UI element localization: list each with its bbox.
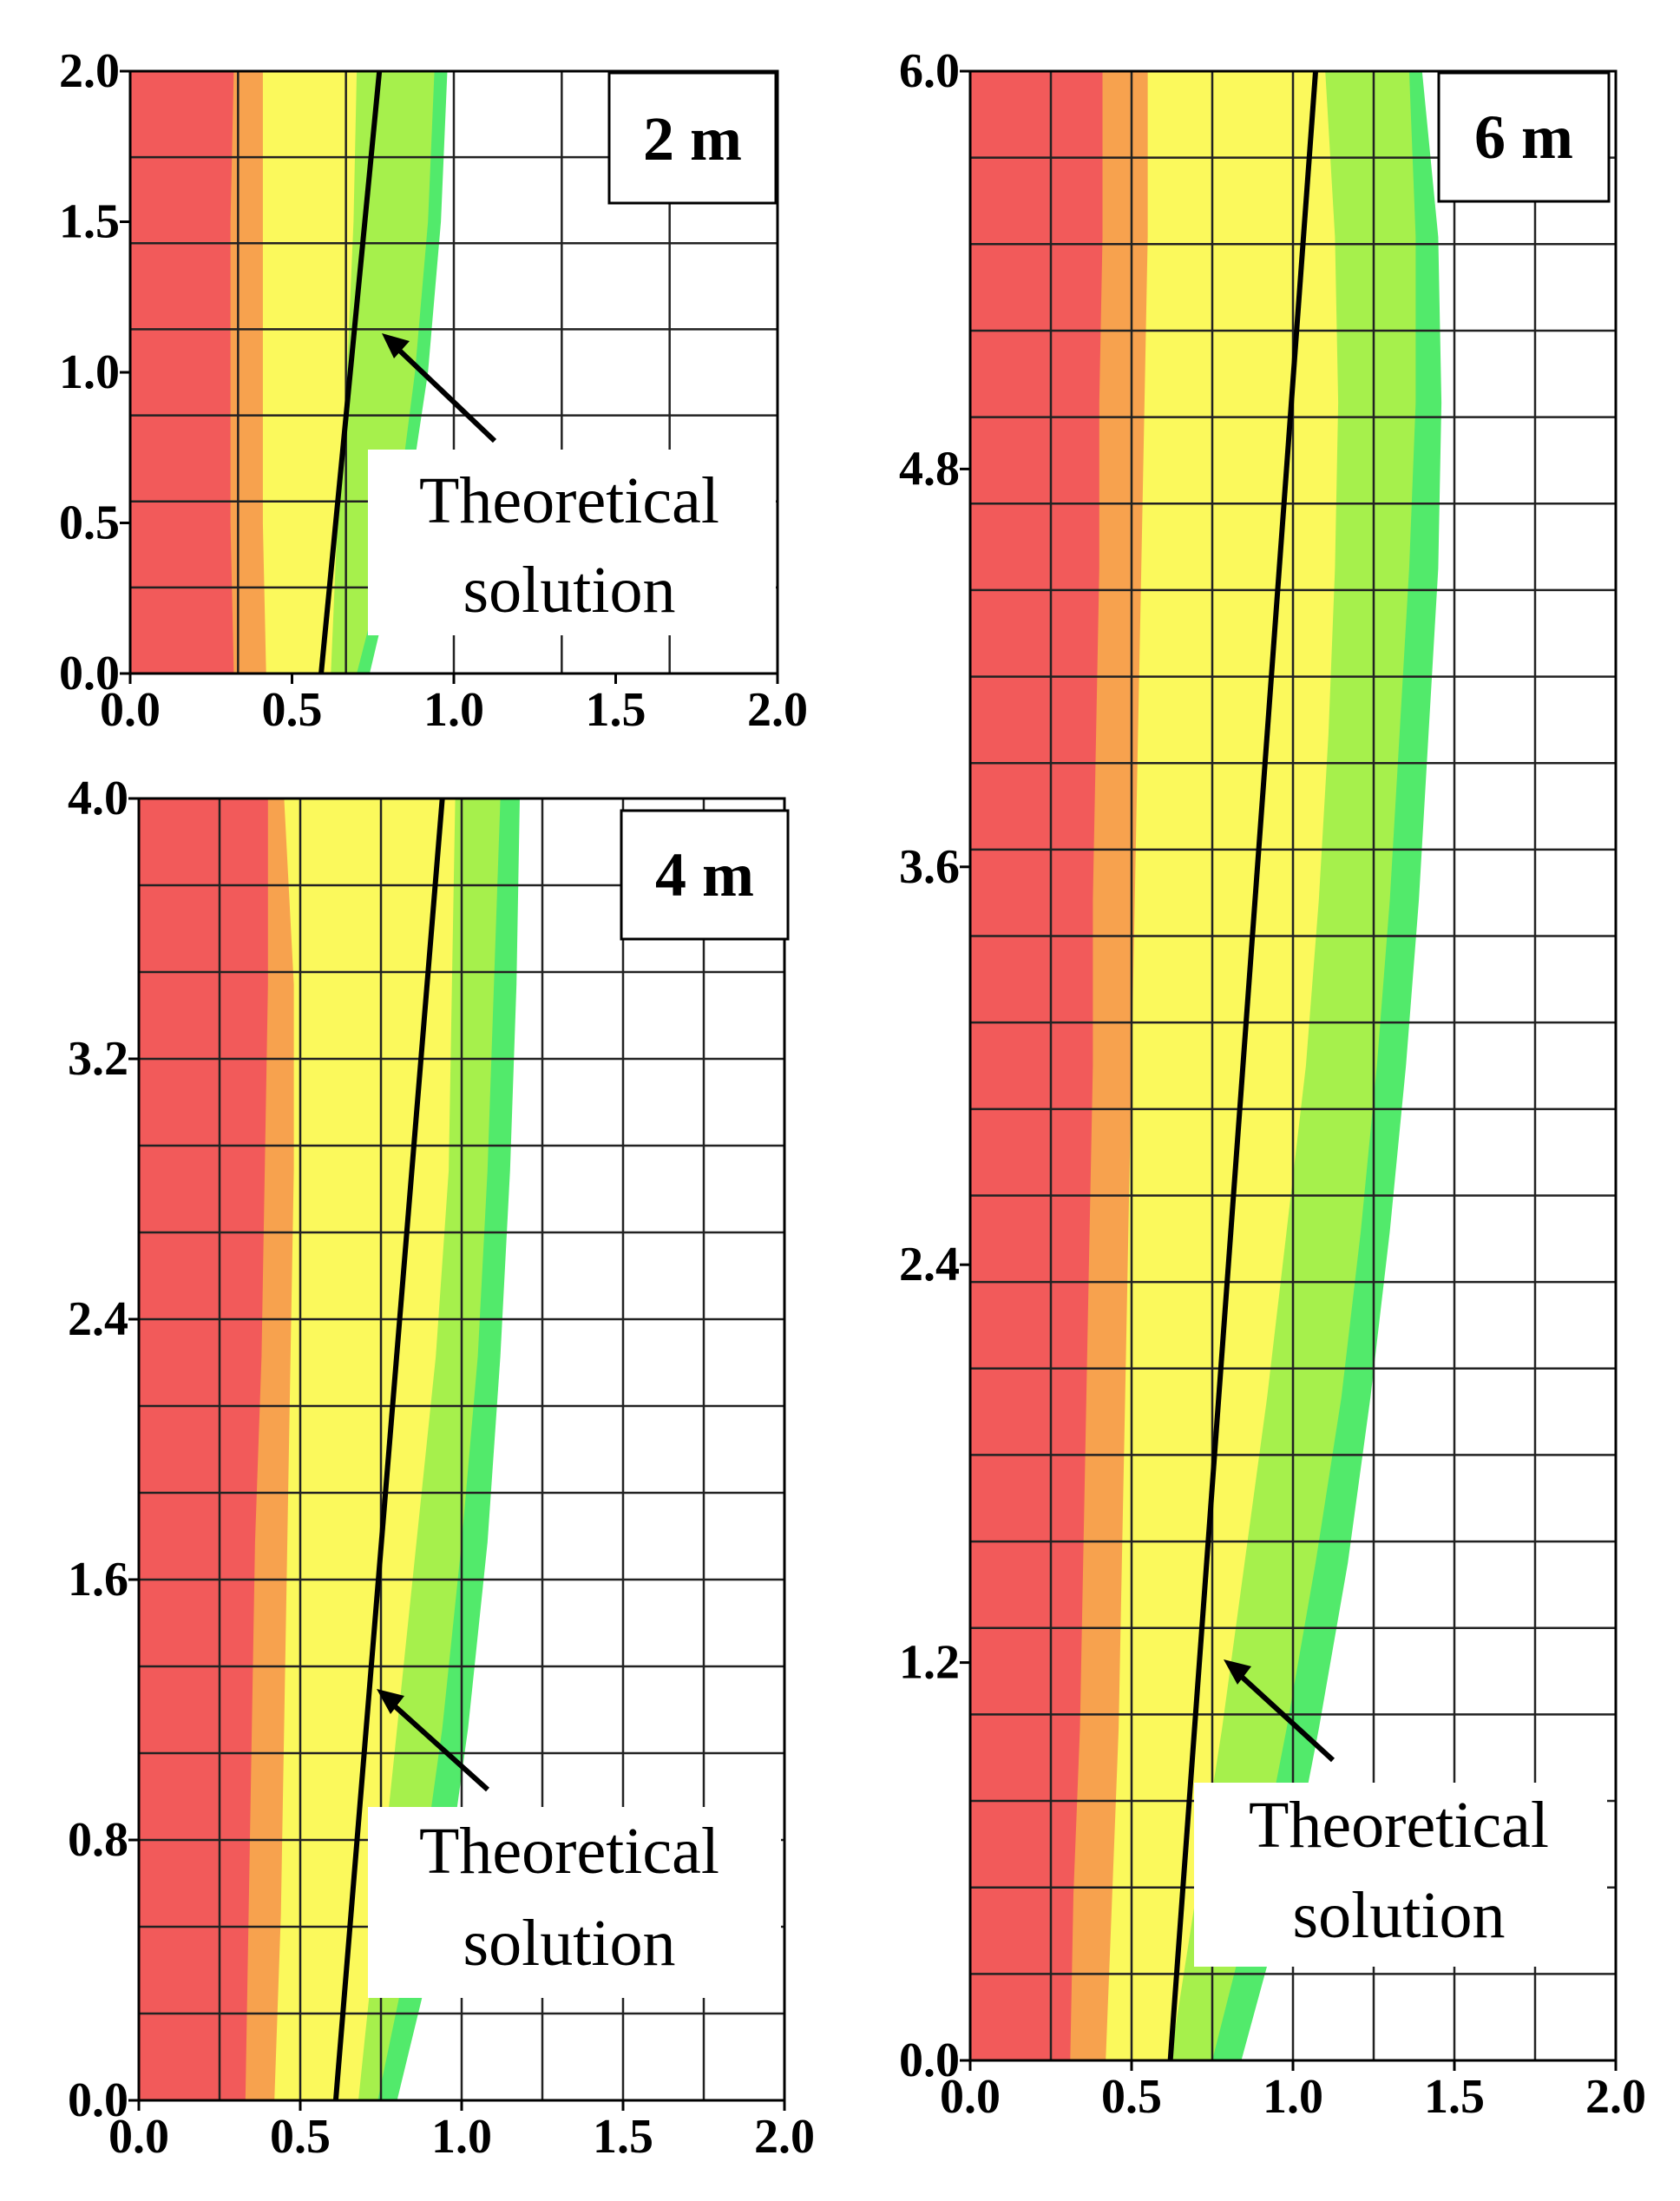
panel-tag-label-2m: 2 m (643, 104, 742, 174)
annotation-line2-2m: solution (463, 554, 676, 627)
panel-tag-box-4m (620, 809, 790, 941)
annotation-line1-6m: Theoretical (1249, 1789, 1549, 1862)
panel-tag-label-4m: 4 m (655, 840, 754, 910)
panel-6m: 0.0 1.2 2.4 3.6 4.8 6.0 0.0 0.5 1.0 1.5 2.0 6 m T… (899, 44, 1646, 2124)
y-tick-label-6m: 0.0 (899, 2033, 960, 2087)
x-tick-label-4m: 1.0 (431, 2110, 492, 2164)
x-axis-ticks-4m: 0.0 0.5 1.0 1.5 2.0 (108, 2100, 815, 2164)
theoretical-line-6m (1167, 70, 1319, 2061)
x-tick-label-6m: 1.0 (1263, 2070, 1323, 2124)
color-bands-6m (970, 71, 1442, 2060)
y-tick-label-6m: 1.2 (899, 1636, 960, 1690)
panel-tag-4m: 4 m (620, 809, 790, 941)
x-tick-label-6m: 1.5 (1424, 2070, 1485, 2124)
y-axis-ticks-2m: 0.0 0.5 1.0 1.5 2.0 (59, 44, 130, 700)
plot-area-4m (137, 797, 786, 2102)
grid-6m (970, 71, 1616, 2060)
band-red-zone-2m (130, 71, 234, 673)
x-tick-label-6m: 2.0 (1585, 2070, 1646, 2124)
panel-tag-6m: 6 m (1437, 71, 1611, 203)
y-tick-label-6m: 2.4 (899, 1238, 960, 1291)
y-axis-ticks-6m: 0.0 1.2 2.4 3.6 4.8 6.0 (899, 44, 970, 2087)
x-axis-ticks-6m: 0.0 0.5 1.0 1.5 2.0 (940, 2060, 1646, 2124)
annotation-6m: Theoretical solution (1194, 1659, 1607, 1967)
annotation-box-2m (368, 450, 776, 635)
annotation-line2-6m: solution (1293, 1879, 1506, 1952)
y-tick-label-6m: 3.6 (899, 840, 960, 894)
y-tick-label-4m: 1.6 (68, 1553, 128, 1606)
theoretical-line-2m (318, 70, 383, 674)
x-axis-ticks-2m: 0.0 0.5 1.0 1.5 2.0 (100, 673, 808, 737)
annotation-arrow-6m (1230, 1666, 1335, 1763)
annotation-box-6m (1194, 1783, 1607, 1967)
x-tick-label-6m: 0.0 (940, 2070, 1001, 2124)
y-tick-label-2m: 1.5 (59, 195, 120, 249)
x-tick-label-2m: 0.5 (262, 683, 323, 737)
y-tick-label-2m: 0.5 (59, 496, 120, 550)
y-tick-label-2m: 2.0 (59, 44, 120, 98)
annotation-line2-4m: solution (463, 1907, 676, 1980)
annotation-arrowhead-4m (377, 1689, 404, 1714)
x-tick-label-4m: 0.0 (108, 2110, 169, 2164)
x-tick-label-4m: 2.0 (754, 2110, 815, 2164)
y-tick-label-4m: 3.2 (68, 1032, 128, 1086)
panel-tag-label-6m: 6 m (1474, 102, 1573, 172)
y-tick-label-2m: 0.0 (59, 647, 120, 700)
annotation-line1-4m: Theoretical (419, 1815, 719, 1888)
band-red-zone-6m (970, 71, 1103, 2060)
x-tick-label-2m: 2.0 (747, 683, 808, 737)
panel-4m: 0.0 0.8 1.6 2.4 3.2 4.0 0.0 0.5 1.0 1.5 2.0 4 m T… (68, 772, 815, 2164)
y-tick-label-4m: 0.8 (68, 1813, 128, 1867)
annotation-arrowhead-2m (382, 333, 410, 358)
y-tick-label-4m: 2.4 (68, 1292, 128, 1346)
x-tick-label-2m: 0.0 (100, 683, 161, 737)
annotation-arrow-4m (383, 1695, 490, 1792)
x-tick-label-6m: 0.5 (1101, 2070, 1162, 2124)
y-tick-label-2m: 1.0 (59, 345, 120, 399)
y-tick-label-4m: 0.0 (68, 2073, 128, 2127)
annotation-box-4m (368, 1807, 781, 1998)
plot-area-6m (968, 69, 1618, 2062)
x-tick-label-2m: 1.0 (423, 683, 484, 737)
x-tick-label-4m: 0.5 (270, 2110, 331, 2164)
x-tick-label-2m: 1.5 (586, 683, 646, 737)
annotation-arrow-2m (386, 338, 497, 443)
panel-2m: 0.0 0.5 1.0 1.5 2.0 0.0 0.5 1.0 1.5 2.0 2 m Theo… (59, 44, 808, 737)
annotation-line1-2m: Theoretical (419, 464, 719, 537)
annotation-2m: Theoretical solution (368, 333, 776, 635)
y-tick-label-6m: 4.8 (899, 442, 960, 496)
theoretical-line-4m (332, 798, 445, 2101)
y-tick-label-6m: 6.0 (899, 44, 960, 98)
color-bands-4m (139, 798, 520, 2100)
panel-tag-box-6m (1437, 71, 1611, 203)
band-red-zone-4m (139, 798, 268, 2100)
panel-tag-2m: 2 m (607, 71, 778, 205)
annotation-arrowhead-6m (1224, 1659, 1251, 1685)
x-tick-label-4m: 1.5 (593, 2110, 653, 2164)
y-axis-ticks-4m: 0.0 0.8 1.6 2.4 3.2 4.0 (68, 772, 139, 2127)
panel-tag-box-2m (607, 71, 778, 205)
y-tick-label-4m: 4.0 (68, 772, 128, 825)
annotation-4m: Theoretical solution (368, 1689, 781, 1998)
